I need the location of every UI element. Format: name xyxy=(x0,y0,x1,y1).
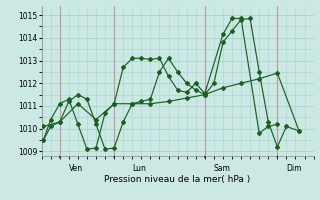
Text: Lun: Lun xyxy=(132,164,146,173)
X-axis label: Pression niveau de la mer( hPa ): Pression niveau de la mer( hPa ) xyxy=(104,175,251,184)
Text: Ven: Ven xyxy=(69,164,83,173)
Text: Dim: Dim xyxy=(286,164,302,173)
Text: Sam: Sam xyxy=(214,164,231,173)
